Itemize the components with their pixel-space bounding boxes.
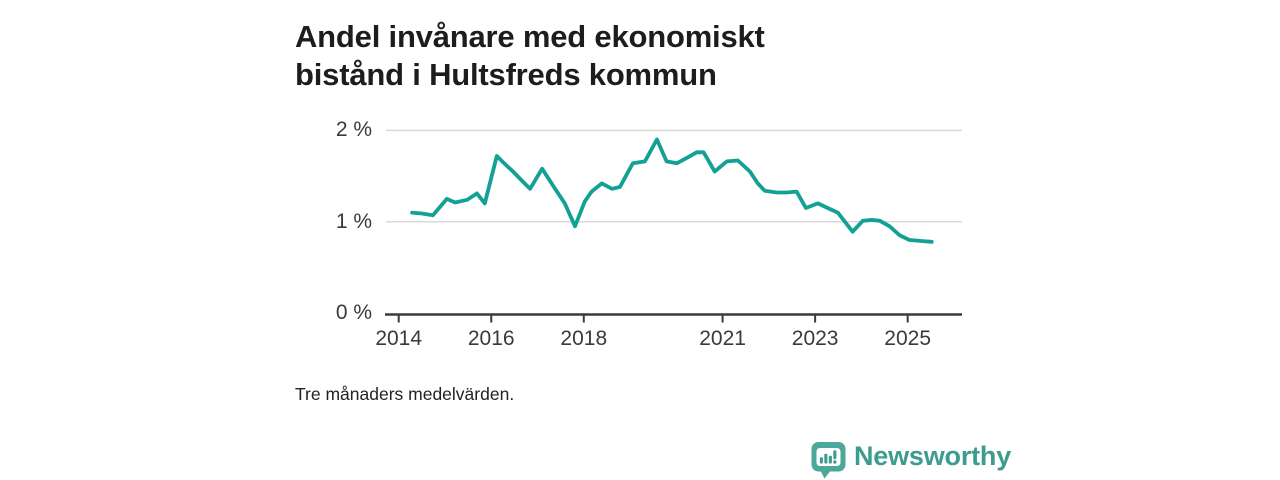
y-axis-label: 2 % xyxy=(335,118,372,142)
x-axis-label: 2014 xyxy=(375,327,423,350)
newsworthy-logo-icon xyxy=(811,442,846,479)
y-axis-label: 0 % xyxy=(335,301,372,324)
newsworthy-brand-link[interactable]: Newsworthy xyxy=(811,441,1011,479)
y-axis-label: 1 % xyxy=(335,209,372,233)
x-axis-label: 2021 xyxy=(699,327,746,350)
x-axis-label: 2023 xyxy=(791,327,839,350)
x-axis-label: 2016 xyxy=(467,327,515,350)
x-axis-label: 2025 xyxy=(884,327,932,350)
newsworthy-brand-text: Newsworthy xyxy=(854,441,1012,471)
chart-title-line2: bistånd i Hultsfreds kommun xyxy=(295,56,717,92)
chart-footnote: Tre månaders medelvärden. xyxy=(295,384,515,404)
data-line xyxy=(410,137,934,244)
chart-title-line1: Andel invånare med ekonomiskt xyxy=(295,18,765,54)
chart-title: Andel invånare med ekonomiskt bistånd i … xyxy=(295,18,765,94)
x-axis-label: 2018 xyxy=(560,327,608,350)
